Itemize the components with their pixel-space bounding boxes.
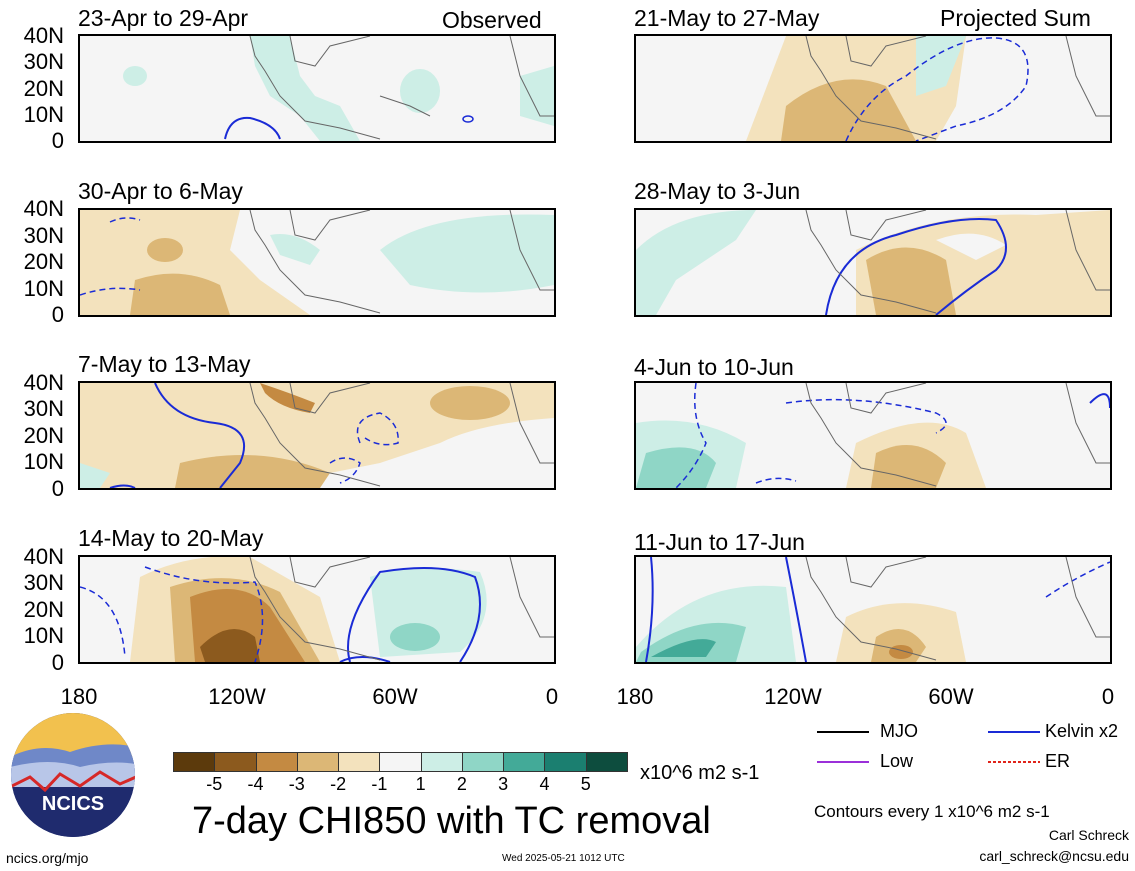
- ytick: 0: [51, 302, 64, 327]
- map-panel-3: [78, 381, 556, 490]
- ytick: 40N: [23, 370, 64, 395]
- svg-text:NCICS: NCICS: [42, 793, 104, 815]
- ytick: 10N: [23, 623, 64, 648]
- ytick: 20N: [23, 76, 64, 101]
- colorbar-cell: [255, 752, 298, 772]
- xtick: 60W: [372, 684, 418, 709]
- ytick: 10N: [23, 102, 64, 127]
- ytick: 30N: [23, 396, 64, 421]
- ytick: 20N: [23, 423, 64, 448]
- xtick: 180: [616, 684, 654, 709]
- colorbar-label: 5: [580, 774, 591, 794]
- colorbar-cell: [214, 752, 257, 772]
- panel-title-4: 14-May to 20-May: [78, 525, 264, 551]
- observed-label: Observed: [442, 7, 542, 33]
- contour-note: Contours every 1 x10^6 m2 s-1: [814, 802, 1050, 821]
- colorbar-cell: [585, 752, 628, 772]
- xtick: 120W: [208, 684, 266, 709]
- map-panel-2: [78, 208, 556, 317]
- colorbar-label: -4: [247, 774, 264, 794]
- legend-label-low: Low: [880, 751, 914, 771]
- ytick: 40N: [23, 544, 64, 569]
- legend-line-mjo: [817, 731, 869, 733]
- timestamp: Wed 2025-05-21 1012 UTC: [502, 853, 625, 864]
- colorbar-label: -2: [330, 774, 347, 794]
- site-link[interactable]: ncics.org/mjo: [6, 850, 89, 866]
- ytick: 10N: [23, 449, 64, 474]
- map-panel-4: [78, 555, 556, 664]
- colorbar-label: -5: [206, 774, 223, 794]
- colorbar-cell: [544, 752, 587, 772]
- colorbar-label: 4: [539, 774, 550, 794]
- legend-line-er: [988, 761, 1040, 763]
- colorbar-cell: [420, 752, 463, 772]
- ytick: 20N: [23, 249, 64, 274]
- ytick: 40N: [23, 23, 64, 48]
- colorbar-label: -1: [371, 774, 388, 794]
- ytick: 20N: [23, 597, 64, 622]
- ncics-logo: NCICS: [10, 712, 136, 838]
- panel-title-8: 11-Jun to 17-Jun: [634, 529, 805, 555]
- panel-title-1: 23-Apr to 29-Apr: [78, 5, 249, 31]
- colorbar: [173, 752, 628, 772]
- ncics-logo-graphic: NCICS: [11, 713, 135, 837]
- author-email: carl_schreck@ncsu.edu: [979, 848, 1129, 864]
- colorbar-label: 1: [415, 774, 426, 794]
- colorbar-labels: -5 -4 -3 -2 -1 1 2 3 4 5: [173, 775, 627, 797]
- map-panel-1: [78, 34, 556, 143]
- panel-title-3: 7-May to 13-May: [78, 351, 251, 377]
- legend-line-kelvin: [988, 731, 1040, 733]
- colorbar-label: 3: [498, 774, 509, 794]
- map-panel-8: [634, 555, 1112, 664]
- panel-title-5: 21-May to 27-May: [634, 5, 820, 31]
- colorbar-cell: [338, 752, 381, 772]
- ytick: 0: [51, 650, 64, 675]
- colorbar-cell: [503, 752, 546, 772]
- xtick: 0: [545, 684, 559, 709]
- panel-title-2: 30-Apr to 6-May: [78, 178, 243, 204]
- xtick: 60W: [928, 684, 974, 709]
- colorbar-cell: [461, 752, 505, 772]
- legend-label-er: ER: [1045, 751, 1071, 771]
- panel-title-6: 28-May to 3-Jun: [634, 178, 801, 204]
- colorbar-cell: [173, 752, 216, 772]
- map-panel-5: [634, 34, 1112, 143]
- ytick: 40N: [23, 196, 64, 221]
- colorbar-cell: [379, 752, 422, 772]
- colorbar-cell: [296, 752, 340, 772]
- legend-label-kelvin: Kelvin x2: [1045, 721, 1119, 741]
- map-panel-7: [634, 381, 1112, 490]
- colorbar-label: -3: [288, 774, 305, 794]
- xtick: 120W: [764, 684, 822, 709]
- ytick: 30N: [23, 570, 64, 595]
- ytick: 0: [51, 128, 64, 153]
- chart-title: 7-day CHI850 with TC removal: [192, 800, 711, 842]
- ytick: 0: [51, 476, 64, 501]
- colorbar-label: 2: [456, 774, 467, 794]
- xtick: 0: [1101, 684, 1115, 709]
- ytick: 30N: [23, 223, 64, 248]
- author: Carl Schreck: [1048, 827, 1129, 843]
- colorbar-units: x10^6 m2 s-1: [640, 762, 760, 784]
- xtick: 180: [60, 684, 98, 709]
- map-panel-6: [634, 208, 1112, 317]
- ytick: 30N: [23, 49, 64, 74]
- legend-label-mjo: MJO: [880, 721, 918, 741]
- projected-label: Projected Sum: [940, 5, 1091, 31]
- legend-line-low: [817, 761, 869, 763]
- panel-title-7: 4-Jun to 10-Jun: [634, 354, 794, 380]
- ytick: 10N: [23, 276, 64, 301]
